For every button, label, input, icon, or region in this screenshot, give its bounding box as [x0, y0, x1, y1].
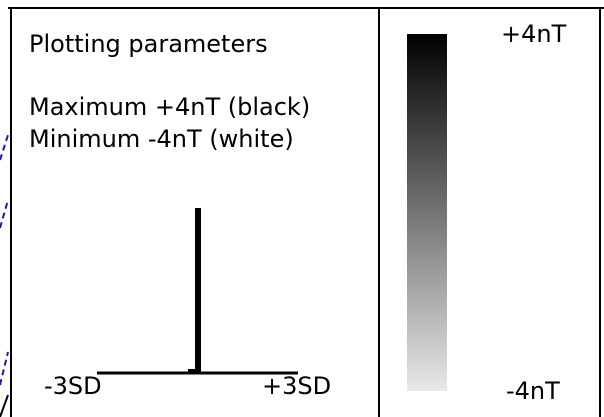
- panel-frame: [8, 7, 604, 417]
- background-dashed-traces: [0, 134, 9, 417]
- histogram-left-label: -3SD: [44, 372, 102, 400]
- legend-minimum-line: Minimum -4nT (white): [29, 125, 294, 153]
- color-scale-bar: [407, 34, 447, 391]
- scale-top-label: +4nT: [501, 20, 567, 48]
- scale-bottom-label: -4nT: [506, 377, 560, 405]
- legend-maximum-line: Maximum +4nT (black): [29, 93, 311, 121]
- histogram-glyph: [97, 208, 298, 375]
- legend-title: Plotting parameters: [29, 30, 268, 58]
- histogram-peak-base: [188, 369, 201, 373]
- histogram-right-label: +3SD: [262, 372, 332, 400]
- histogram-peak-bar: [195, 208, 201, 373]
